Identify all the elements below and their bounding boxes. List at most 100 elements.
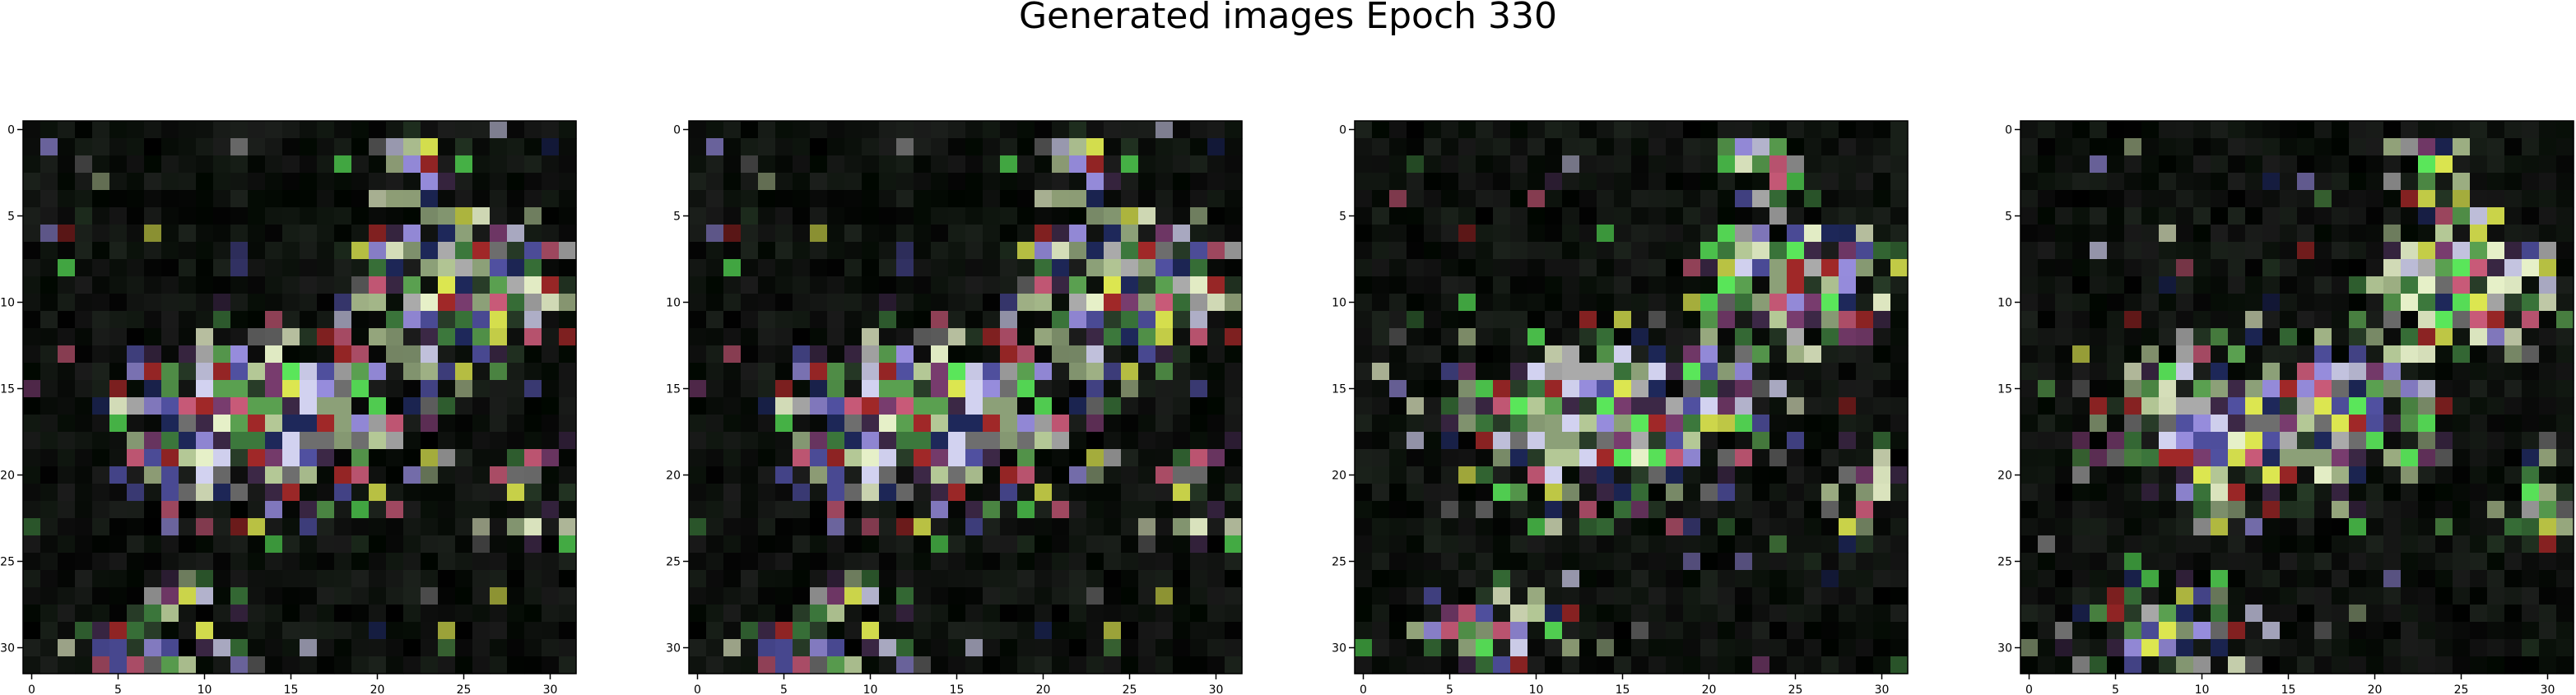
image-pixel (2366, 449, 2384, 467)
image-pixel (2504, 518, 2523, 536)
image-pixel (1017, 535, 1035, 554)
image-pixel (58, 518, 76, 536)
image-pixel (1614, 138, 1632, 156)
image-pixel (1138, 121, 1156, 139)
image-pixel (2314, 466, 2332, 484)
image-pixel (1190, 484, 1208, 502)
image-pixel (1718, 259, 1736, 277)
image-pixel (1683, 259, 1701, 277)
image-pixel (438, 328, 456, 346)
image-pixel (334, 121, 352, 139)
image-pixel (248, 415, 266, 433)
image-pixel (1597, 570, 1615, 588)
image-pixel (369, 415, 387, 433)
image-pixel (2435, 449, 2453, 467)
image-pixel (2141, 570, 2160, 588)
image-pixel (2366, 656, 2384, 674)
image-pixel (58, 363, 76, 381)
image-pixel (421, 225, 439, 243)
image-pixel (1545, 207, 1563, 225)
image-pixel (2487, 535, 2505, 554)
image-pixel (1173, 121, 1191, 139)
image-pixel (1787, 501, 1805, 519)
image-pixel (144, 432, 162, 450)
image-pixel (793, 173, 811, 191)
image-pixel (1527, 294, 1546, 312)
image-pixel (2038, 294, 2056, 312)
image-pixel (2297, 639, 2315, 657)
image-pixel (2038, 553, 2056, 571)
image-pixel (983, 484, 1001, 502)
image-pixel (23, 242, 41, 260)
image-pixel (775, 432, 793, 450)
image-pixel (40, 173, 58, 191)
image-pixel (2176, 190, 2194, 208)
image-pixel (1372, 155, 1390, 174)
x-tick-label: 20 (1702, 683, 1717, 695)
image-pixel (2038, 121, 2056, 139)
image-pixel (403, 518, 421, 536)
image-pixel (2159, 587, 2177, 605)
image-pixel (524, 656, 542, 674)
image-pixel (265, 138, 283, 156)
image-pixel (948, 276, 966, 294)
image-pixel (896, 242, 914, 260)
image-pixel (2090, 276, 2108, 294)
image-pixel (196, 363, 214, 381)
image-pixel (827, 570, 845, 588)
image-pixel (2159, 363, 2177, 381)
image-pixel (2332, 155, 2350, 174)
image-pixel (472, 553, 491, 571)
image-pixel (127, 190, 145, 208)
image-pixel (2141, 639, 2160, 657)
image-pixel (369, 242, 387, 260)
image-pixel (472, 328, 491, 346)
image-pixel (1476, 535, 1494, 554)
image-pixel (2366, 190, 2384, 208)
image-pixel (723, 570, 742, 588)
image-pixel (2556, 173, 2574, 191)
image-pixel (2487, 622, 2505, 640)
image-pixel (723, 311, 742, 329)
image-pixel (507, 535, 525, 554)
image-pixel (1173, 605, 1191, 623)
image-pixel (40, 449, 58, 467)
image-pixel (2418, 449, 2436, 467)
image-pixel (2349, 501, 2367, 519)
image-pixel (2141, 605, 2160, 623)
image-pixel (983, 173, 1001, 191)
image-pixel (282, 380, 300, 398)
image-pixel (2487, 397, 2505, 415)
image-pixel (1458, 225, 1476, 243)
image-pixel (1527, 587, 1546, 605)
image-pixel (1769, 311, 1788, 329)
y-tick-label: 0 (1339, 124, 1346, 137)
image-pixel (213, 225, 231, 243)
image-pixel (1441, 207, 1459, 225)
image-pixel (1441, 587, 1459, 605)
image-pixel (1562, 397, 1580, 415)
image-pixel (559, 587, 577, 605)
image-pixel (248, 259, 266, 277)
image-pixel (1493, 345, 1511, 364)
image-pixel (1069, 155, 1087, 174)
image-pixel (1173, 622, 1191, 640)
image-pixel (2453, 190, 2471, 208)
image-pixel (109, 415, 128, 433)
image-pixel (196, 121, 214, 139)
image-pixel (317, 207, 335, 225)
image-pixel (2418, 190, 2436, 208)
image-pixel (723, 553, 742, 571)
image-pixel (741, 259, 759, 277)
image-pixel (524, 259, 542, 277)
image-pixel (931, 587, 949, 605)
image-pixel (1207, 466, 1225, 484)
image-pixel (2280, 155, 2298, 174)
image-pixel (542, 207, 560, 225)
image-pixel (1138, 294, 1156, 312)
image-pixel (1579, 138, 1597, 156)
image-pixel (1856, 587, 1874, 605)
image-pixel (706, 415, 724, 433)
image-pixel (1000, 138, 1018, 156)
image-pixel (559, 259, 577, 277)
